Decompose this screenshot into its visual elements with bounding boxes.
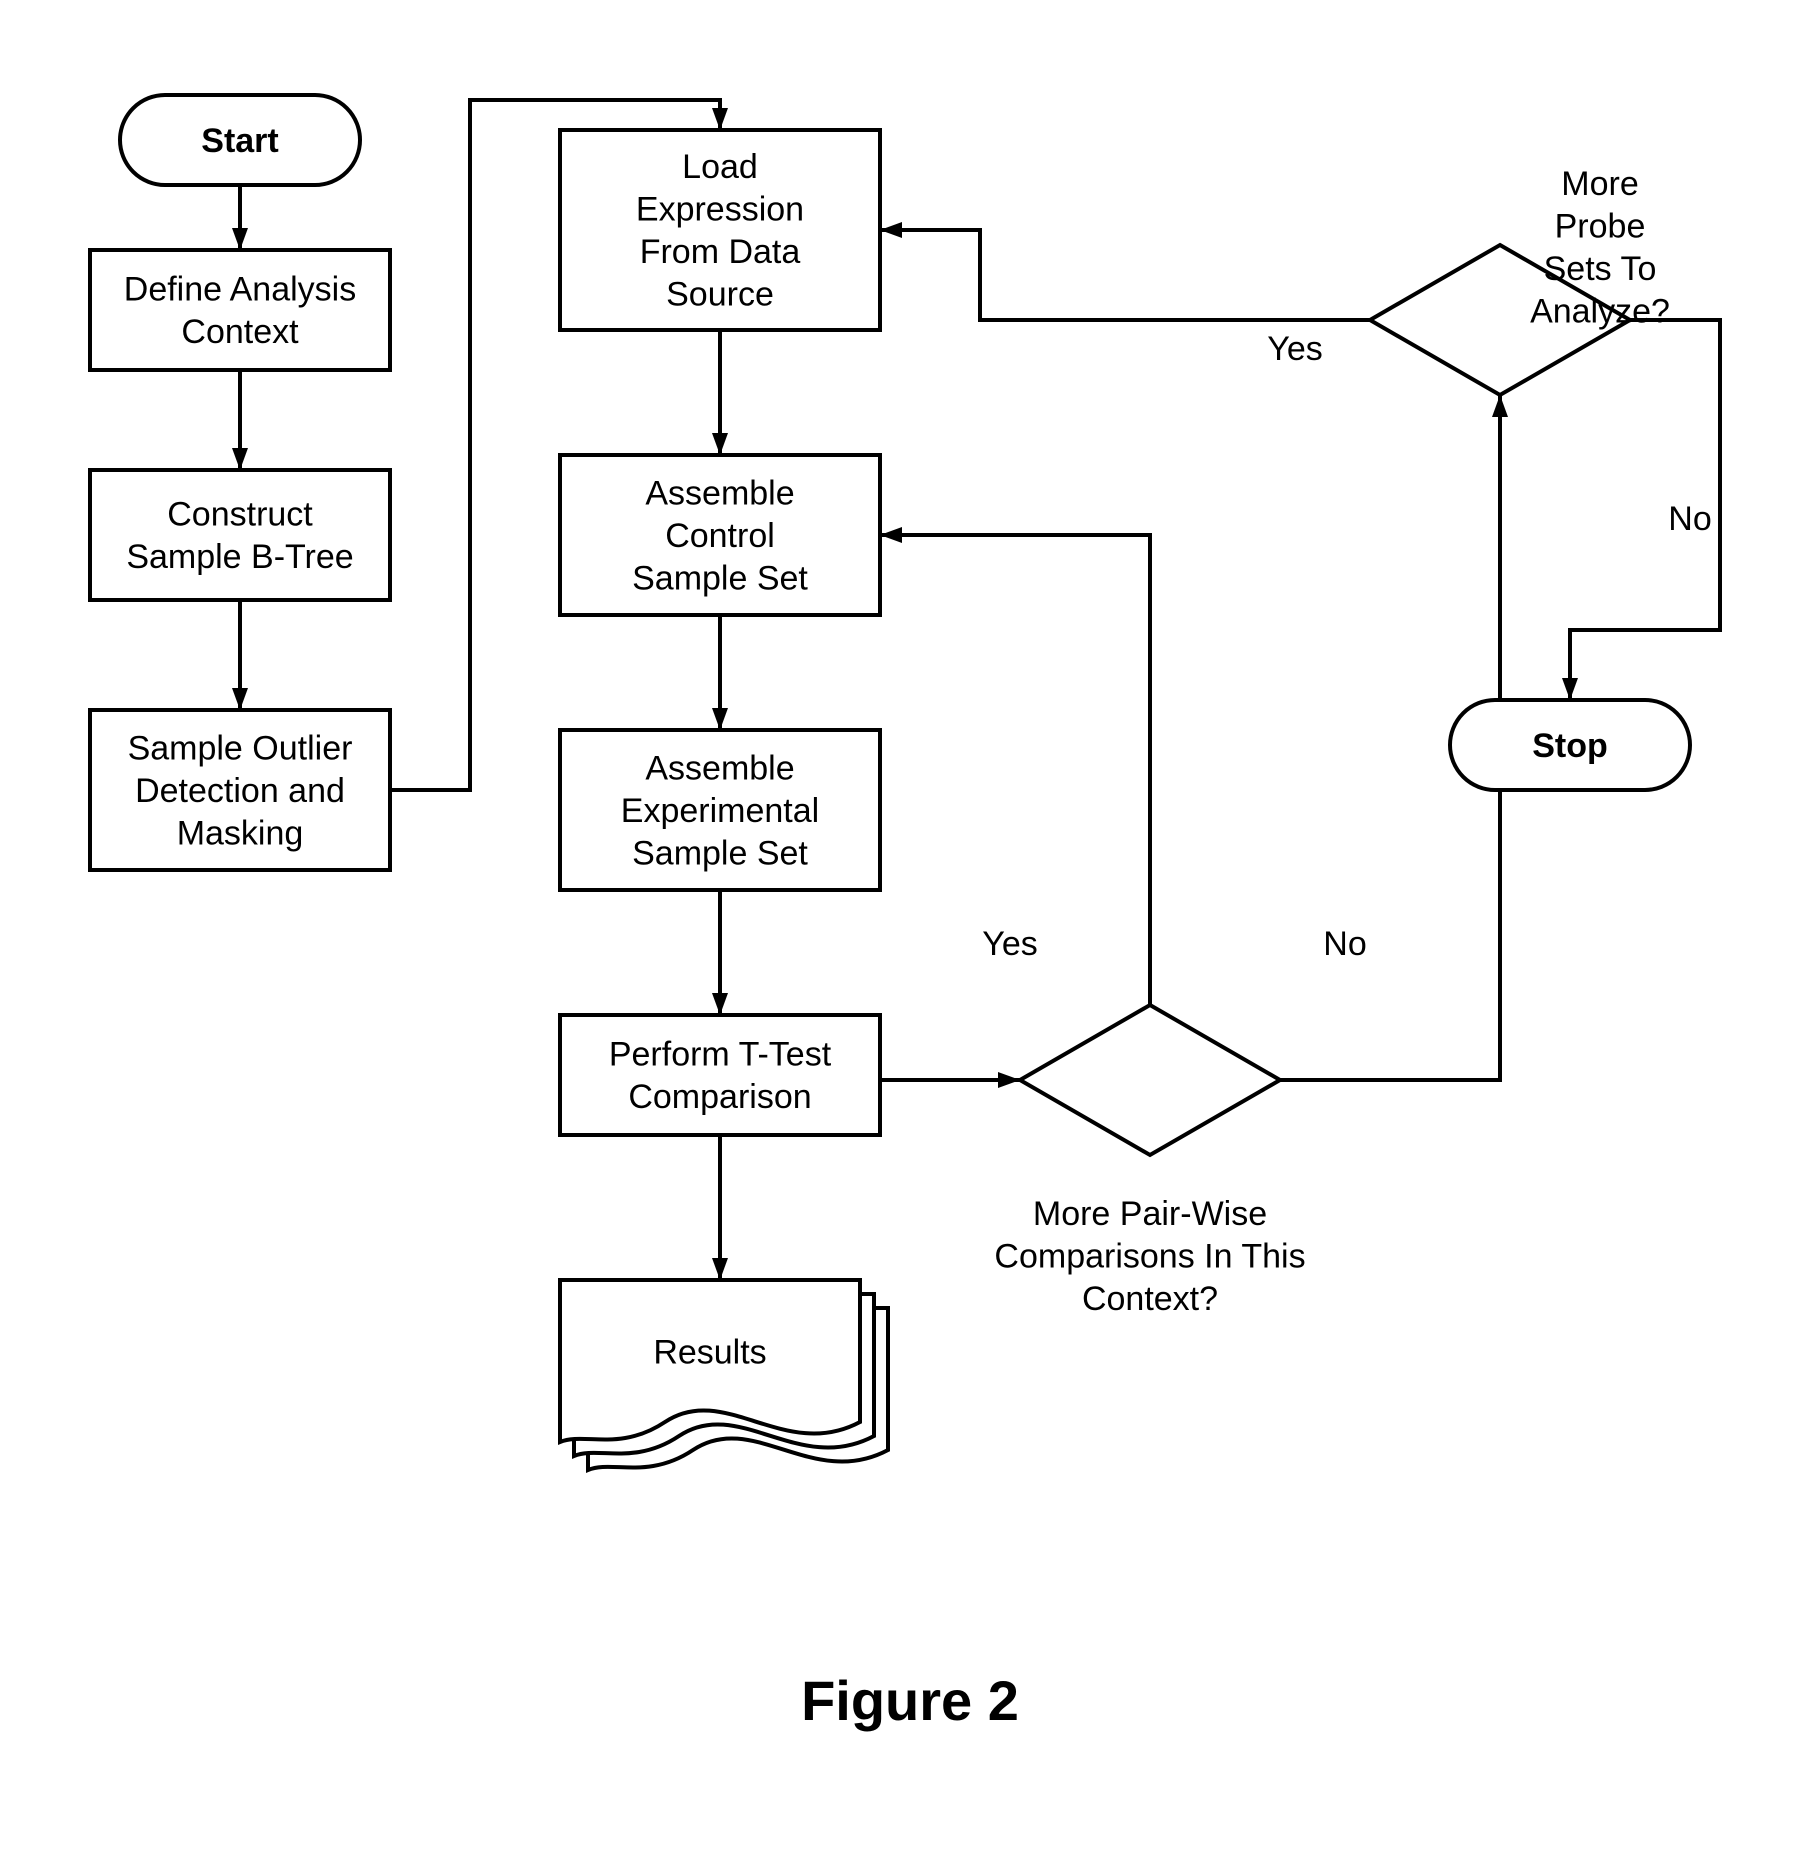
svg-text:Sets To: Sets To: [1544, 250, 1657, 288]
svg-text:Context?: Context?: [1082, 1280, 1218, 1318]
svg-text:Expression: Expression: [636, 191, 804, 229]
svg-text:Context: Context: [181, 313, 299, 351]
svg-text:Comparison: Comparison: [628, 1078, 811, 1116]
svg-text:Yes: Yes: [1267, 330, 1322, 368]
svg-text:Source: Source: [666, 276, 774, 314]
svg-text:Load: Load: [682, 148, 758, 186]
svg-text:Sample Outlier: Sample Outlier: [128, 729, 353, 767]
svg-text:Experimental: Experimental: [621, 792, 819, 830]
svg-text:Construct: Construct: [167, 496, 313, 534]
svg-text:Probe: Probe: [1555, 208, 1646, 246]
svg-text:Control: Control: [665, 517, 775, 555]
svg-text:Define Analysis: Define Analysis: [124, 271, 356, 309]
svg-text:No: No: [1323, 925, 1366, 963]
svg-text:Sample B-Tree: Sample B-Tree: [126, 538, 353, 576]
svg-text:Sample Set: Sample Set: [632, 834, 808, 872]
svg-text:Detection and: Detection and: [135, 772, 345, 810]
flowchart-root: Start Define Analysis Context Construct Samp…: [0, 0, 1812, 1864]
svg-text:More Pair-Wise: More Pair-Wise: [1033, 1195, 1267, 1233]
svg-text:Stop: Stop: [1532, 727, 1608, 765]
svg-text:Start: Start: [201, 122, 278, 160]
svg-text:Comparisons In This: Comparisons In This: [994, 1238, 1305, 1276]
svg-text:Perform T-Test: Perform T-Test: [609, 1036, 832, 1074]
svg-text:Results: Results: [653, 1333, 766, 1371]
svg-text:Assemble: Assemble: [645, 749, 794, 787]
svg-text:Figure 2: Figure 2: [801, 1669, 1019, 1732]
svg-text:No: No: [1668, 500, 1711, 538]
svg-text:Yes: Yes: [982, 925, 1037, 963]
svg-text:Masking: Masking: [177, 814, 304, 852]
svg-text:Assemble: Assemble: [645, 474, 794, 512]
svg-text:Analyze?: Analyze?: [1530, 293, 1670, 331]
svg-text:Sample Set: Sample Set: [632, 559, 808, 597]
svg-text:From Data: From Data: [640, 233, 801, 271]
svg-text:More: More: [1561, 165, 1638, 203]
